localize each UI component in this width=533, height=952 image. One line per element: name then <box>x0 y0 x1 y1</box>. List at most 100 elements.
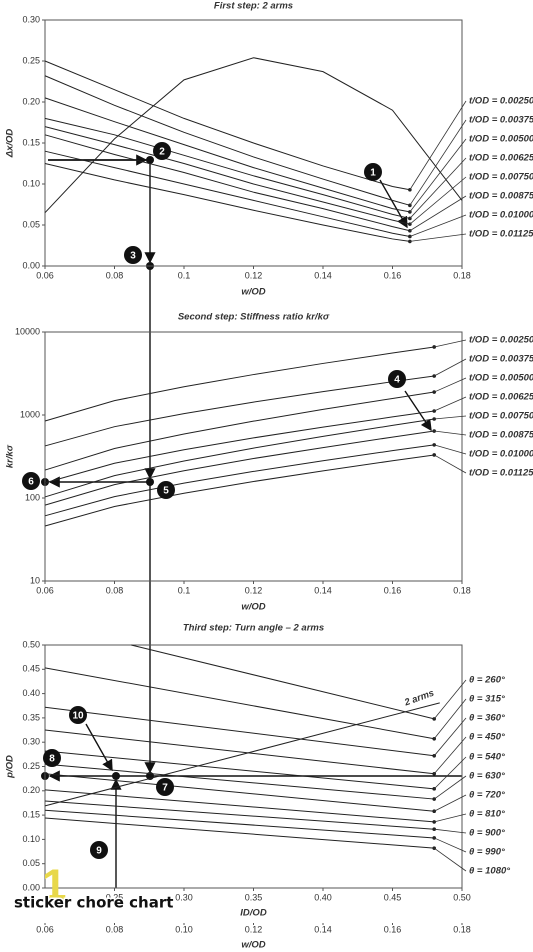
y-tick-label: 0.25 <box>22 55 40 65</box>
y-tick-label: 0.50 <box>22 639 40 649</box>
leader-line <box>409 195 467 232</box>
series-label: θ = 1080° <box>469 866 510 877</box>
series-label: θ = 810° <box>469 809 505 820</box>
series-label: t/OD = 0.00750 <box>469 411 533 422</box>
step-marker <box>156 778 174 796</box>
leader-line <box>409 157 467 219</box>
leader-line <box>433 698 467 740</box>
series-line <box>44 800 435 830</box>
leader-line <box>434 377 467 393</box>
y-tick-label: 10 <box>30 575 40 585</box>
x2-axis-label: w/OD <box>241 940 265 951</box>
series-label: t/OD = 0.00625 <box>469 392 533 403</box>
step-marker <box>22 472 40 490</box>
leader-line <box>434 444 467 455</box>
series-line <box>44 410 435 484</box>
x-tick-label: 0.14 <box>314 585 332 595</box>
step-marker-label: 1 <box>370 168 376 179</box>
y-tick-label: 0.10 <box>22 178 40 188</box>
step-marker <box>69 706 87 724</box>
guides <box>41 154 462 888</box>
x-axis-label: ID/OD <box>240 908 267 919</box>
series-line <box>44 75 411 206</box>
series-label: t/OD = 0.01125 <box>469 468 533 479</box>
y-axis-label: kr/kσ <box>5 444 16 468</box>
step-marker <box>124 246 142 264</box>
series-line <box>44 117 410 219</box>
series-label: t/OD = 0.00500 <box>469 134 533 145</box>
series-line <box>44 391 435 471</box>
leader-line <box>434 837 467 853</box>
guide-arrow <box>379 179 408 229</box>
guide-dot <box>112 772 120 780</box>
x2-tick-label: 0.16 <box>384 924 402 934</box>
x2-tick-label: 0.06 <box>36 924 54 934</box>
x-tick-label: 0.25 <box>106 892 124 902</box>
x-tick-label: 0.08 <box>106 585 124 595</box>
series-line <box>44 150 410 237</box>
y-tick-label: 0.25 <box>22 761 40 771</box>
series-label: θ = 900° <box>469 828 505 839</box>
series-label: θ = 720° <box>469 790 505 801</box>
leader-line <box>409 119 467 206</box>
y-tick-label: 0.35 <box>22 712 40 722</box>
x-axis-label: w/OD <box>241 287 265 298</box>
series-label: θ = 315° <box>469 694 505 705</box>
x-tick-label: 0.45 <box>384 892 402 902</box>
step-marker-label: 2 <box>159 147 165 158</box>
step-marker-label: 6 <box>28 477 34 488</box>
step-marker <box>43 749 61 767</box>
panel: First step: 2 arms w/OD Δx/OD 0.06 0.08 0.1 0.… <box>5 1 533 298</box>
leader-line <box>409 233 467 242</box>
series-line <box>44 789 435 823</box>
leader-line <box>434 415 467 420</box>
x-tick-label: 0.12 <box>245 585 263 595</box>
chart-title: Third step: Turn angle – 2 arms <box>183 623 324 634</box>
series-label: t/OD = 0.00750 <box>469 172 533 183</box>
y-tick-label: 0.20 <box>22 96 40 106</box>
series-line <box>44 430 435 506</box>
series-line <box>44 817 435 849</box>
guide-arrow <box>404 390 432 432</box>
leader-line <box>433 679 467 720</box>
step-marker-label: 3 <box>130 251 136 262</box>
series-line <box>44 750 435 790</box>
x-tick-label: 0.50 <box>453 892 471 902</box>
x-tick-label: 0.06 <box>36 270 54 280</box>
x-tick-label: 0.35 <box>245 892 263 902</box>
chart-title: Second step: Stiffness ratio kr/kσ <box>178 312 330 323</box>
series-label: t/OD = 0.00500 <box>469 373 533 384</box>
series-label: θ = 450° <box>469 732 505 743</box>
x-tick-label: 0.40 <box>314 892 332 902</box>
panel: Third step: Turn angle – 2 arms ID/OD p/OD… <box>5 623 511 951</box>
y-axis-label: Δx/OD <box>5 129 16 159</box>
series-label: t/OD = 0.00375 <box>469 115 533 126</box>
series-label: t/OD = 0.00250 <box>469 96 533 107</box>
leader-line <box>434 828 467 834</box>
leader-line <box>409 100 467 190</box>
x-tick-label: 0.16 <box>384 270 402 280</box>
series-line <box>44 57 463 214</box>
step-marker <box>157 481 175 499</box>
series-line <box>44 418 435 498</box>
leader-line <box>434 339 467 348</box>
x2-tick-label: 0.10 <box>175 924 193 934</box>
guide-dot <box>146 156 154 164</box>
leader-line <box>433 847 467 872</box>
x-axis-label: w/OD <box>241 602 265 613</box>
leader-line <box>434 430 467 436</box>
series-label: t/OD = 0.00250 <box>469 335 533 346</box>
x2-tick-label: 0.14 <box>314 924 332 934</box>
series-line <box>44 444 435 517</box>
series-label: t/OD = 0.00625 <box>469 153 533 164</box>
step-marker-label: 9 <box>96 846 102 857</box>
y-tick-label: 0.00 <box>22 260 40 270</box>
x-tick-label: 0.14 <box>314 270 332 280</box>
series-label: θ = 360° <box>469 713 505 724</box>
y-tick-label: 1000 <box>20 409 40 419</box>
series-line <box>44 60 410 191</box>
y-tick-label: 0.20 <box>22 785 40 795</box>
